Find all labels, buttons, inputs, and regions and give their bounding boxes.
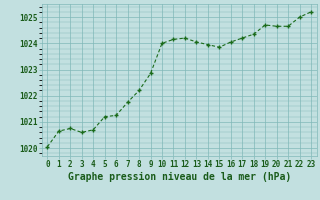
X-axis label: Graphe pression niveau de la mer (hPa): Graphe pression niveau de la mer (hPa) bbox=[68, 172, 291, 182]
